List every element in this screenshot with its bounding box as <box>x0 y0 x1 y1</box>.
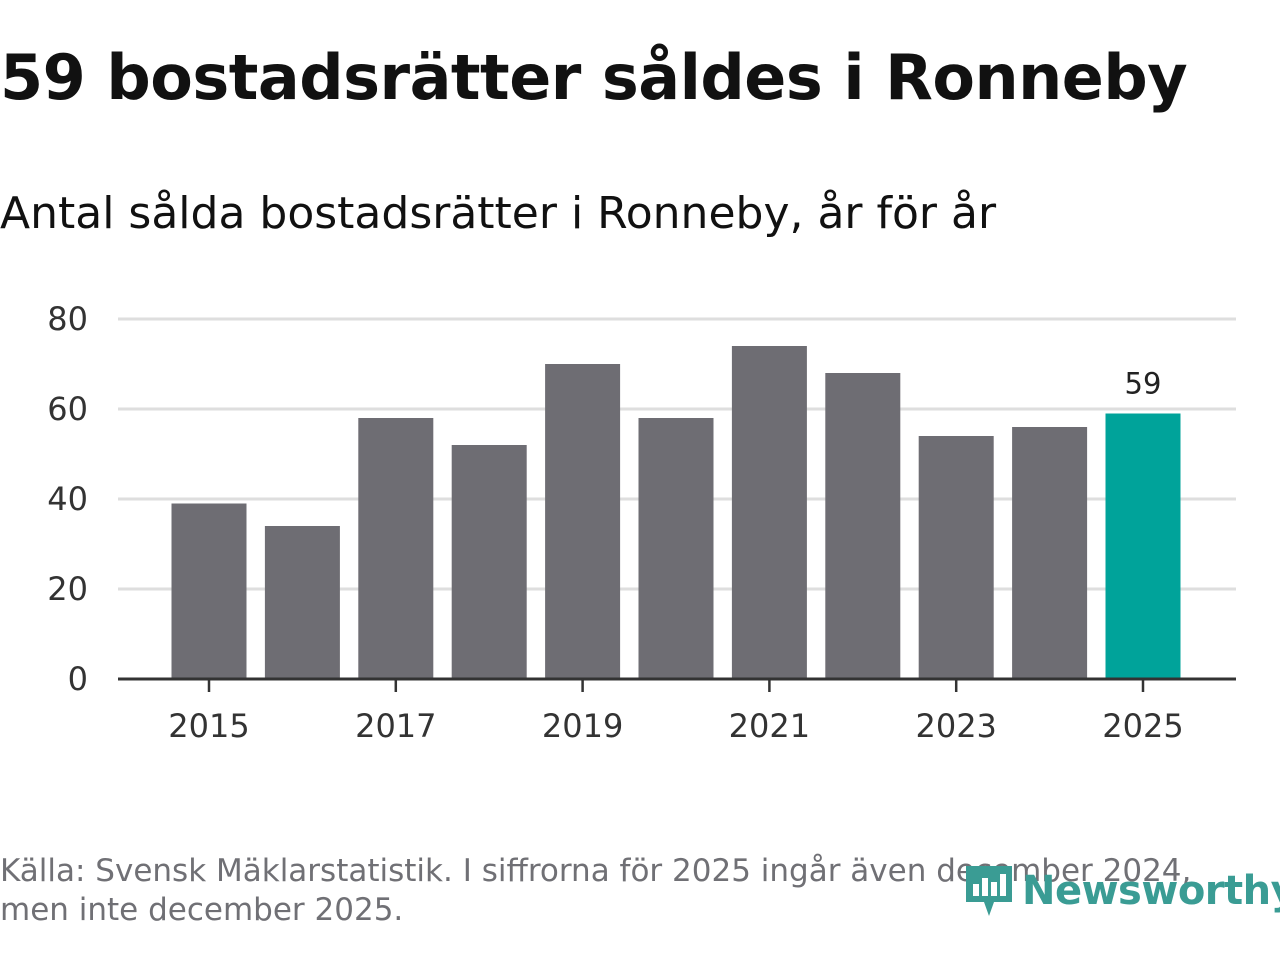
x-tick-label-2017: 2017 <box>355 707 436 745</box>
bar-2015 <box>171 503 247 679</box>
bar-2019 <box>545 364 621 679</box>
bar-2023 <box>918 436 994 679</box>
bar-2018 <box>451 445 527 679</box>
x-tick-label-2025: 2025 <box>1102 707 1183 745</box>
bar-chart: 0 20 40 60 80 59 2015 2017 2019 2021 2023 2025 <box>47 300 1236 745</box>
chart-title: 59 bostadsrätter såldes i Ronneby <box>0 41 1188 114</box>
bar-2016 <box>264 526 340 679</box>
x-tick-label-2021: 2021 <box>729 707 810 745</box>
x-tick-label-2015: 2015 <box>168 707 249 745</box>
y-tick-label-40: 40 <box>47 480 88 518</box>
chart-subtitle: Antal sålda bostadsrätter i Ronneby, år … <box>0 188 997 239</box>
bar-2017 <box>358 418 434 679</box>
x-tick-label-2023: 2023 <box>915 707 996 745</box>
bar-2025 <box>1105 413 1181 679</box>
labels: 0 20 40 60 80 59 2015 2017 2019 2021 2023 2025 <box>47 300 1183 745</box>
x-tick-label-2019: 2019 <box>542 707 623 745</box>
bar-2022 <box>825 373 901 679</box>
data-label-2025: 59 <box>1125 367 1162 401</box>
axes <box>118 677 1236 692</box>
y-tick-label-80: 80 <box>47 300 88 338</box>
bars <box>171 346 1181 679</box>
logo-text: Newsworthy <box>1022 868 1280 914</box>
newsworthy-logo: Newsworthy <box>962 862 1280 920</box>
bar-2024 <box>1012 427 1088 679</box>
bar-2021 <box>731 346 807 679</box>
newsworthy-logo-icon <box>966 866 1012 916</box>
source-line-2: men inte december 2025. <box>0 892 404 928</box>
y-tick-label-20: 20 <box>47 570 88 608</box>
y-tick-label-60: 60 <box>47 390 88 428</box>
bar-2020 <box>638 418 714 679</box>
y-tick-label-0: 0 <box>68 660 88 698</box>
